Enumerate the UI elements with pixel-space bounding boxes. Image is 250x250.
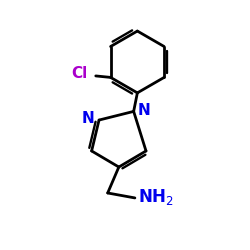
Text: N: N (138, 103, 150, 118)
Text: NH$_2$: NH$_2$ (138, 188, 173, 208)
Text: Cl: Cl (71, 66, 87, 82)
Text: N: N (82, 111, 95, 126)
